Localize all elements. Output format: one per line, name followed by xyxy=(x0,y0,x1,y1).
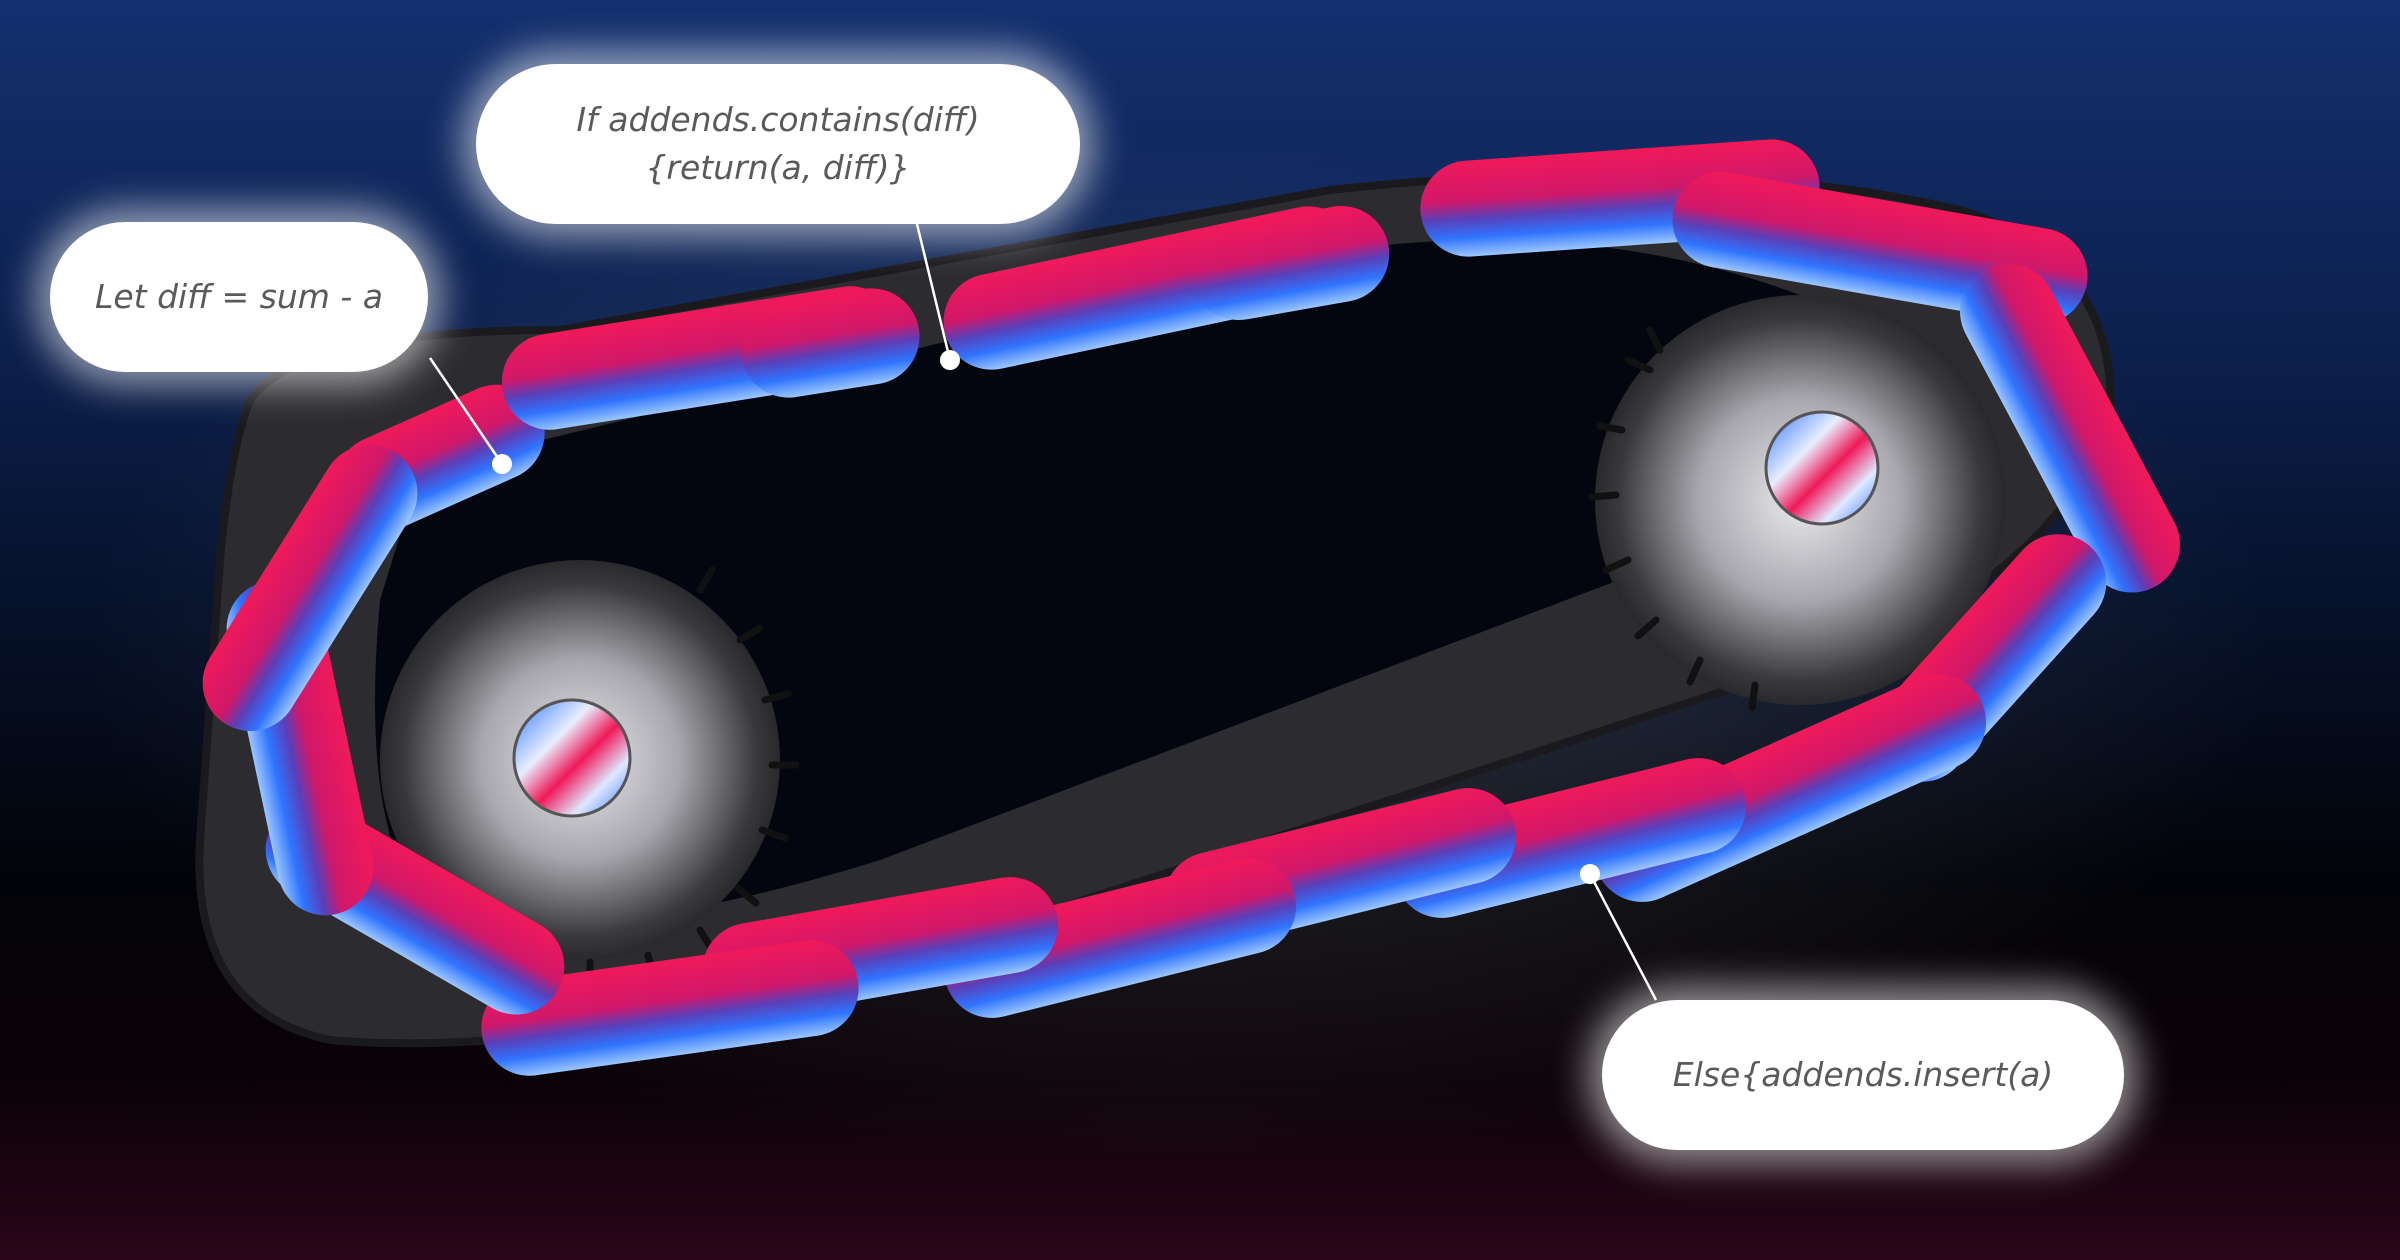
chain-link-icon xyxy=(202,445,418,731)
callout-text: If addends.contains(diff) {return(a, dif… xyxy=(576,100,980,187)
callout-text: Else{addends.insert(a) xyxy=(1672,1055,2054,1094)
chain-link-icon xyxy=(481,940,859,1076)
callout-text: Let diff = sum - a xyxy=(94,277,384,316)
anchor-dot xyxy=(1580,864,1600,884)
callout-if-contains: If addends.contains(diff) {return(a, dif… xyxy=(476,64,1080,224)
anchor-dot xyxy=(940,350,960,370)
chain-link-icon xyxy=(740,288,920,398)
gear-icon-right xyxy=(1588,295,2005,712)
gear-icon-left xyxy=(380,560,800,989)
anchor-dot xyxy=(492,454,512,474)
leader-lines xyxy=(428,219,1658,1001)
chain-links xyxy=(202,139,2180,1076)
chain-link-icon xyxy=(943,858,1297,1018)
callout-let-diff: Let diff = sum - a xyxy=(50,222,428,372)
chain-link-icon xyxy=(1960,263,2180,593)
callout-else-insert: Else{addends.insert(a) xyxy=(1602,1000,2124,1150)
chain-link-icon xyxy=(1190,205,1390,321)
